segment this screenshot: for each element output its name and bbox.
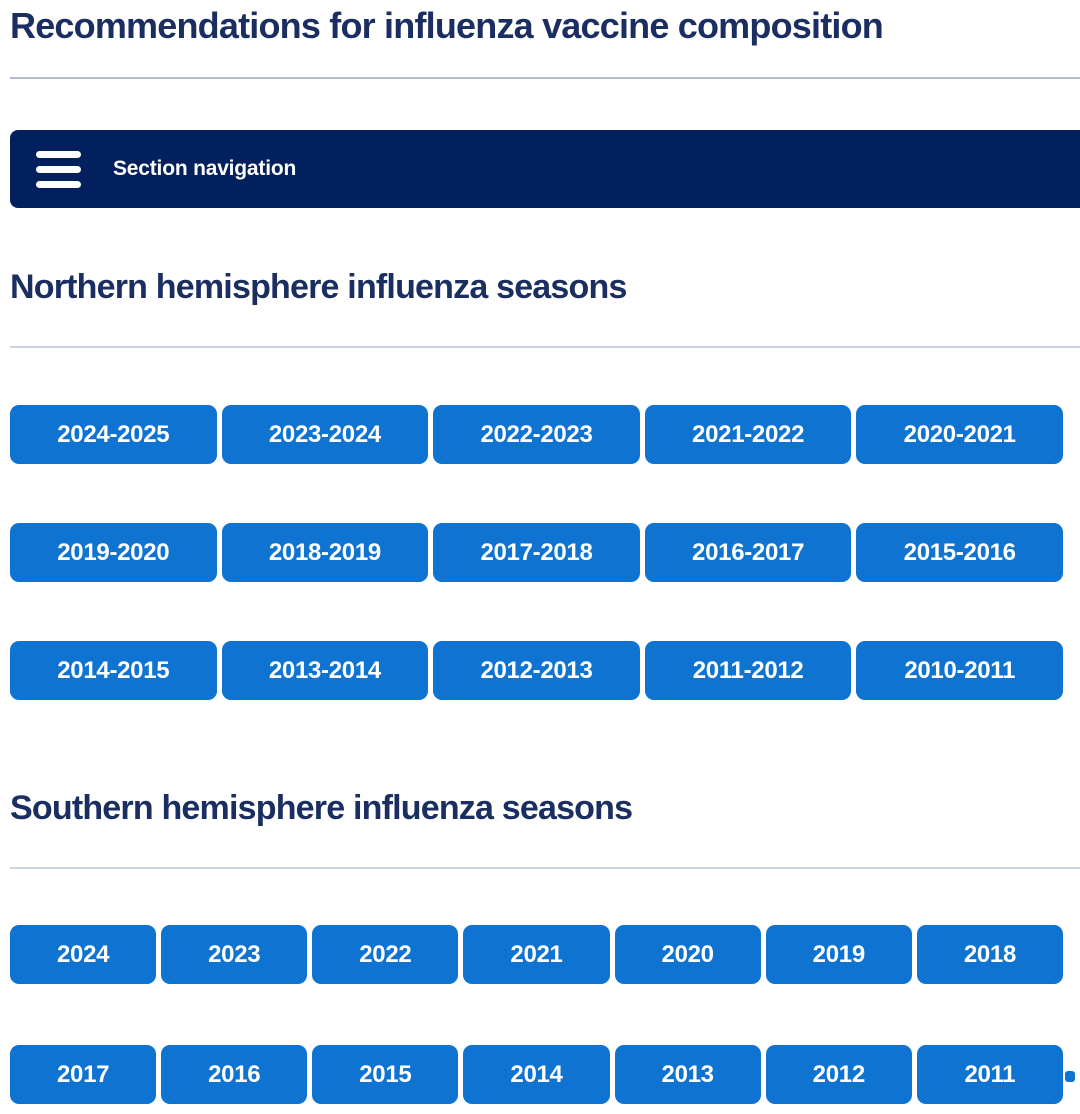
season-button[interactable]: 2012 bbox=[765, 1045, 912, 1104]
title-divider bbox=[10, 77, 1080, 79]
season-button[interactable]: 2013-2014 bbox=[221, 641, 429, 700]
section-navigation-bar[interactable]: Section navigation bbox=[10, 130, 1080, 208]
southern-seasons-grid: 2024 2023 2022 2021 2020 2019 2018 2017 … bbox=[10, 925, 1063, 1104]
hamburger-bar bbox=[36, 180, 81, 188]
season-button[interactable]: 2012-2013 bbox=[433, 641, 640, 700]
hamburger-bar bbox=[36, 150, 81, 158]
season-button[interactable]: 2023-2024 bbox=[221, 405, 429, 464]
season-button[interactable]: 2016 bbox=[161, 1045, 308, 1104]
northern-divider bbox=[10, 346, 1080, 348]
cursor-dot bbox=[1065, 1071, 1075, 1082]
season-button[interactable]: 2024-2025 bbox=[10, 405, 217, 464]
southern-hemisphere-heading: Southern hemisphere influenza seasons bbox=[10, 789, 633, 827]
season-button[interactable]: 2013 bbox=[614, 1045, 761, 1104]
season-button[interactable]: 2022 bbox=[312, 925, 459, 984]
season-button[interactable]: 2018 bbox=[916, 925, 1063, 984]
season-button[interactable]: 2019-2020 bbox=[10, 523, 217, 582]
section-navigation-label: Section navigation bbox=[113, 157, 297, 180]
season-button[interactable]: 2015-2016 bbox=[856, 523, 1063, 582]
season-button[interactable]: 2021-2022 bbox=[644, 405, 852, 464]
season-button[interactable]: 2018-2019 bbox=[221, 523, 429, 582]
season-button[interactable]: 2017-2018 bbox=[433, 523, 640, 582]
season-button[interactable]: 2014-2015 bbox=[10, 641, 217, 700]
page-title: Recommendations for influenza vaccine co… bbox=[10, 5, 884, 46]
hamburger-menu-icon[interactable] bbox=[36, 150, 81, 188]
season-button[interactable]: 2015 bbox=[312, 1045, 459, 1104]
season-button[interactable]: 2023 bbox=[161, 925, 308, 984]
season-button[interactable]: 2011 bbox=[916, 1045, 1063, 1104]
season-button[interactable]: 2019 bbox=[765, 925, 912, 984]
season-button[interactable]: 2020 bbox=[614, 925, 761, 984]
season-button[interactable]: 2017 bbox=[10, 1045, 157, 1104]
season-button[interactable]: 2016-2017 bbox=[644, 523, 852, 582]
season-button[interactable]: 2022-2023 bbox=[433, 405, 640, 464]
season-button[interactable]: 2014 bbox=[463, 1045, 610, 1104]
northern-seasons-grid: 2024-2025 2023-2024 2022-2023 2021-2022 … bbox=[10, 405, 1063, 700]
season-button[interactable]: 2020-2021 bbox=[856, 405, 1063, 464]
hamburger-bar bbox=[36, 165, 81, 173]
northern-hemisphere-heading: Northern hemisphere influenza seasons bbox=[10, 268, 627, 306]
season-button[interactable]: 2011-2012 bbox=[644, 641, 852, 700]
season-button[interactable]: 2024 bbox=[10, 925, 157, 984]
season-button[interactable]: 2021 bbox=[463, 925, 610, 984]
season-button[interactable]: 2010-2011 bbox=[856, 641, 1063, 700]
southern-divider bbox=[10, 867, 1080, 869]
